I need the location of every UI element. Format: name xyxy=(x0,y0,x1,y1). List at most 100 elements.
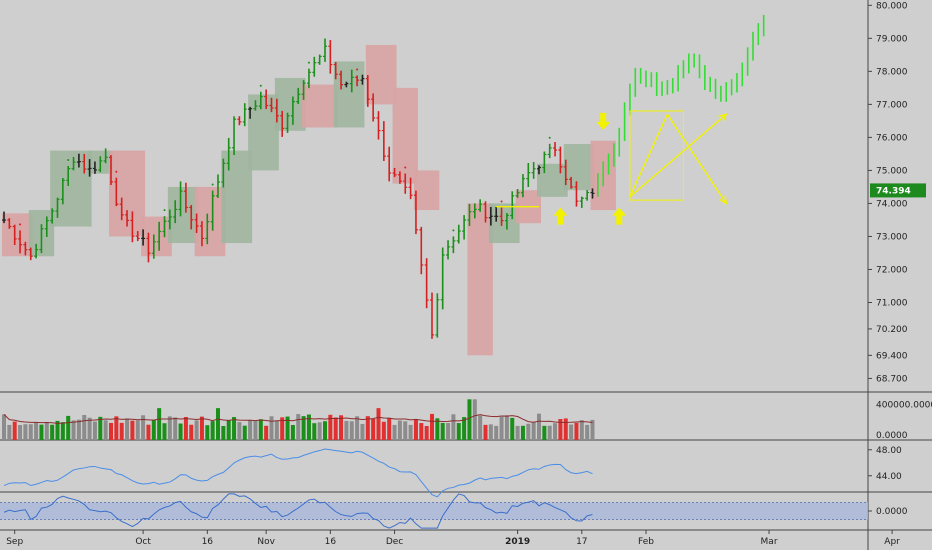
price-bar xyxy=(18,223,23,254)
volume-bar xyxy=(574,422,579,440)
range-box-green xyxy=(333,61,365,128)
volume-bar xyxy=(146,424,151,440)
volume-bar xyxy=(66,415,71,440)
price-bar xyxy=(114,170,119,207)
projection-arrowhead xyxy=(718,113,728,122)
time-tick-label: 2019 xyxy=(505,537,530,547)
signal-dot xyxy=(500,200,503,203)
volume-bar xyxy=(553,423,558,440)
volume-bar xyxy=(194,420,199,440)
price-bar xyxy=(98,156,103,173)
volume-bar xyxy=(563,418,568,440)
indicator2-band xyxy=(0,502,868,520)
volume-bar xyxy=(39,424,44,440)
price-bar xyxy=(50,208,55,224)
price-bar xyxy=(397,171,402,184)
price-bar xyxy=(183,182,188,213)
price-bar xyxy=(189,205,194,230)
volume-bar xyxy=(28,424,33,440)
price-bar xyxy=(162,209,167,238)
price-bar xyxy=(253,100,258,111)
price-bar xyxy=(109,155,113,186)
time-tick-label: 16 xyxy=(202,537,214,547)
price-bar xyxy=(365,75,370,107)
volume-bar xyxy=(355,416,360,440)
volume-bar xyxy=(371,418,376,440)
price-bar xyxy=(440,247,445,310)
range-box-red xyxy=(365,44,397,105)
price-bar xyxy=(317,54,322,65)
volume-bar xyxy=(173,417,178,440)
indicator-pane-2 xyxy=(0,493,868,529)
last-price-tag xyxy=(870,183,926,198)
price-tick-label: 78.000 xyxy=(876,67,908,77)
price-bar xyxy=(392,168,397,178)
volume-bar xyxy=(178,423,183,440)
price-bar xyxy=(574,181,579,207)
volume-bar xyxy=(328,414,333,440)
volume-bar xyxy=(210,421,215,440)
price-bar xyxy=(430,292,434,339)
projection-line xyxy=(629,113,727,198)
volume-pane xyxy=(2,399,595,440)
indicator1-line xyxy=(3,448,593,498)
volume-bar xyxy=(537,413,541,440)
volume-bar xyxy=(467,399,472,440)
price-bar xyxy=(301,80,306,100)
volume-bar xyxy=(472,399,477,440)
price-bar xyxy=(510,191,515,220)
price-bar xyxy=(462,215,467,240)
time-tick-label: Oct xyxy=(135,537,151,547)
volume-bar xyxy=(504,415,509,440)
price-bar xyxy=(130,211,135,243)
price-bar xyxy=(376,111,381,140)
signal-dot xyxy=(356,68,359,71)
volume-bar xyxy=(167,416,172,440)
price-bar xyxy=(563,159,568,186)
volume-bar xyxy=(285,416,290,440)
volume-bar xyxy=(483,424,488,440)
range-box-green xyxy=(221,150,253,244)
projection-line xyxy=(629,113,669,198)
price-bar xyxy=(451,229,456,254)
volume-bar xyxy=(360,423,365,440)
price-bar xyxy=(205,213,210,245)
price-bar xyxy=(306,61,311,89)
volume-bar xyxy=(590,419,595,440)
volume-bar xyxy=(413,419,418,440)
price-bar xyxy=(87,159,92,177)
price-bar xyxy=(478,199,483,212)
volume-bar xyxy=(478,415,483,440)
signal-dot xyxy=(19,223,22,226)
price-bar xyxy=(494,206,499,222)
signal-dot xyxy=(452,229,455,232)
volume-bar xyxy=(456,423,461,440)
price-bar xyxy=(553,142,558,157)
volume-bar xyxy=(157,408,162,440)
price-bar xyxy=(60,178,65,205)
price-bar xyxy=(141,229,146,246)
price-bar xyxy=(355,68,360,87)
price-bar xyxy=(66,159,71,186)
volume-bar xyxy=(98,416,103,440)
signal-dot xyxy=(307,61,310,64)
price-bar xyxy=(157,221,162,251)
volume-bar xyxy=(339,415,344,440)
price-bar xyxy=(173,200,178,224)
price-bar xyxy=(333,62,338,80)
range-boxes-layer xyxy=(2,44,616,356)
volume-bar xyxy=(92,421,97,440)
price-bar xyxy=(82,153,87,174)
projection-line xyxy=(666,113,727,204)
volume-bar xyxy=(162,423,167,440)
price-bar xyxy=(264,89,269,110)
price-bar xyxy=(44,216,49,237)
price-bar xyxy=(199,221,204,247)
volume-bar xyxy=(189,424,194,440)
price-tick-label: 69.400 xyxy=(876,351,908,361)
range-box-red xyxy=(413,170,440,211)
time-tick-label: Mar xyxy=(761,537,778,547)
volume-bar xyxy=(119,422,124,440)
price-bar xyxy=(579,196,584,208)
range-box-green xyxy=(50,150,92,227)
